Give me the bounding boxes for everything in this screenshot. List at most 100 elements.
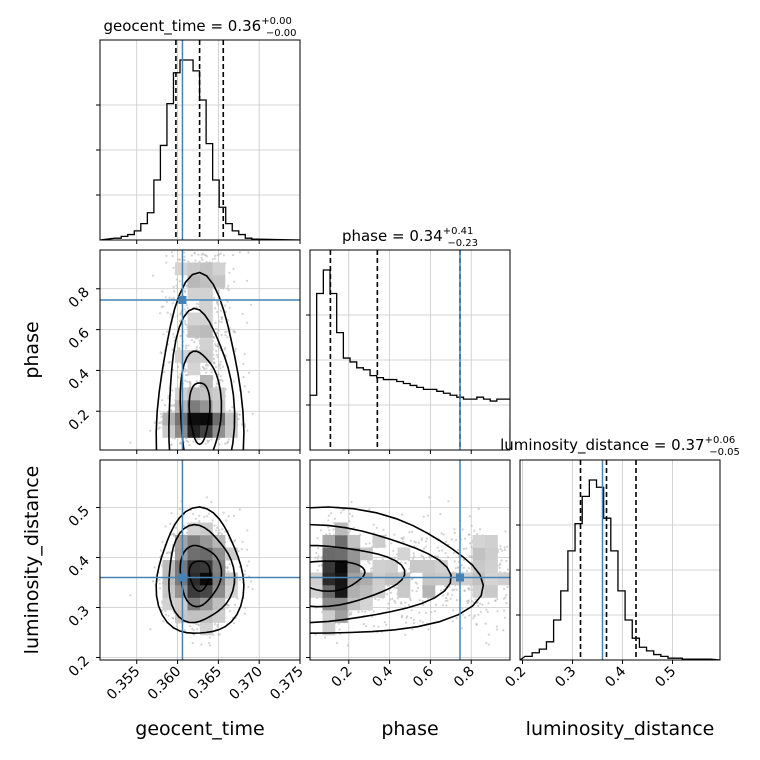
sample-point xyxy=(198,260,201,263)
sample-point xyxy=(328,532,331,535)
axis-label-layer: geocent_time phase luminosity_distance p… xyxy=(21,321,714,740)
sample-point xyxy=(410,616,413,620)
sample-point xyxy=(328,529,331,532)
sample-point xyxy=(212,336,215,339)
sample-point xyxy=(390,542,393,545)
sample-point xyxy=(164,525,167,528)
sample-point xyxy=(171,617,174,620)
contour-line xyxy=(168,307,236,450)
sample-point xyxy=(190,254,193,257)
sample-point xyxy=(224,310,227,314)
sample-point xyxy=(327,514,330,517)
sample-point xyxy=(406,615,409,618)
sample-point xyxy=(499,547,502,551)
sample-point xyxy=(504,530,507,533)
sample-point xyxy=(216,382,219,385)
sample-point xyxy=(505,602,508,605)
sample-point xyxy=(241,312,244,316)
panel-border xyxy=(99,39,301,241)
contour-line xyxy=(310,544,406,608)
title-luminosity-distance: luminosity_distance = 0.37+0.06 −0.05 xyxy=(500,435,740,458)
sample-point xyxy=(487,602,490,605)
diag-content xyxy=(520,460,720,660)
sample-point xyxy=(238,578,241,582)
sample-point xyxy=(198,303,201,306)
sample-point xyxy=(324,636,327,639)
sample-point xyxy=(415,582,418,585)
sample-point xyxy=(444,597,448,600)
density-cell xyxy=(335,547,348,561)
sample-point xyxy=(214,343,217,346)
sample-point xyxy=(169,313,172,316)
sample-point xyxy=(221,380,224,383)
sample-point xyxy=(479,610,482,613)
sample-point xyxy=(129,441,132,444)
sample-point xyxy=(233,330,236,334)
ylabel-phase: phase xyxy=(21,321,43,378)
sample-point xyxy=(410,609,413,612)
sample-point xyxy=(395,553,398,556)
sample-point xyxy=(192,440,195,443)
sample-point xyxy=(210,438,213,441)
sample-point xyxy=(240,548,243,551)
sample-point xyxy=(416,586,419,590)
sample-point xyxy=(468,614,471,617)
contour-line xyxy=(310,560,366,593)
sample-point xyxy=(216,303,220,306)
sample-point xyxy=(444,599,447,603)
sample-point xyxy=(219,363,222,366)
sample-point xyxy=(218,529,221,532)
density-cell xyxy=(335,535,348,548)
density-cell xyxy=(472,535,486,548)
density-cell xyxy=(200,597,213,611)
sample-point xyxy=(233,280,236,283)
sample-point xyxy=(167,614,170,617)
sample-point xyxy=(191,627,194,630)
sample-point xyxy=(460,564,463,567)
xtick-label-luminosity-distance: 0.3 xyxy=(552,664,579,691)
density-cell xyxy=(212,262,226,276)
sample-point xyxy=(499,562,502,565)
sample-point xyxy=(393,533,396,536)
density-cell xyxy=(200,387,213,401)
density-cell xyxy=(187,585,201,598)
sample-point xyxy=(221,365,224,368)
sample-point xyxy=(377,598,380,601)
density-cell xyxy=(485,560,498,573)
sample-point xyxy=(183,370,186,373)
density-cell xyxy=(200,287,213,301)
sample-point xyxy=(226,336,229,339)
ytick-label-phase: 0.4 xyxy=(66,366,93,393)
sample-point xyxy=(189,625,192,628)
sample-point xyxy=(210,371,213,374)
sample-point xyxy=(226,319,230,322)
density-cell xyxy=(200,275,213,288)
sample-point xyxy=(228,306,231,309)
density-cell xyxy=(200,535,213,548)
sample-point xyxy=(183,258,186,261)
sample-point xyxy=(175,284,178,287)
sample-point xyxy=(218,378,221,382)
sample-point xyxy=(404,562,407,565)
sample-point xyxy=(391,597,394,601)
sample-point xyxy=(195,306,198,309)
sample-point xyxy=(186,380,189,383)
sample-point xyxy=(184,373,187,377)
sample-point xyxy=(503,587,506,591)
sample-point xyxy=(170,251,173,254)
density-cell xyxy=(200,400,213,413)
sample-point xyxy=(212,357,216,361)
sample-point xyxy=(151,580,155,583)
sample-point xyxy=(412,618,415,622)
sample-point xyxy=(216,345,220,348)
sample-point xyxy=(205,363,209,366)
sample-point xyxy=(444,552,447,555)
sample-point xyxy=(348,512,351,515)
sample-point xyxy=(412,552,415,555)
sample-point xyxy=(455,599,458,602)
sample-point xyxy=(470,524,473,527)
sample-point xyxy=(167,395,170,398)
sample-point xyxy=(176,314,179,317)
sample-point xyxy=(455,617,458,620)
sample-point xyxy=(183,629,186,632)
